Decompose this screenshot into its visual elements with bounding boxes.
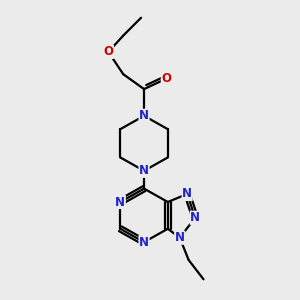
Text: N: N xyxy=(139,164,149,177)
Text: O: O xyxy=(161,72,171,85)
Text: N: N xyxy=(115,196,125,208)
Text: N: N xyxy=(139,236,149,249)
Text: N: N xyxy=(190,211,200,224)
Text: N: N xyxy=(175,231,185,244)
Text: N: N xyxy=(182,188,192,200)
Text: O: O xyxy=(103,45,113,58)
Text: N: N xyxy=(139,109,149,122)
